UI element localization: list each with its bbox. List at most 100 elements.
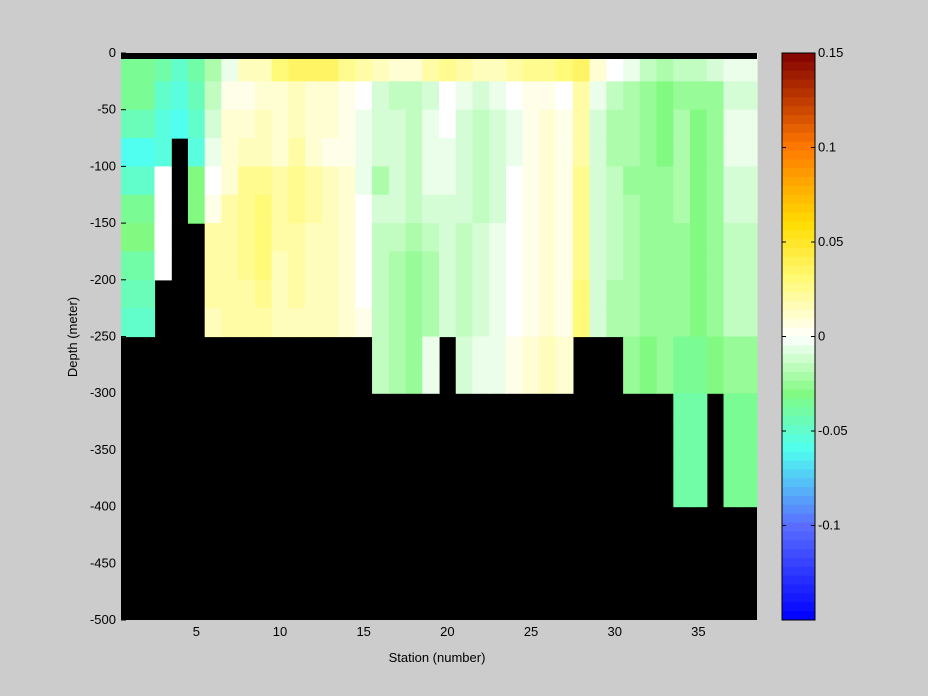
colorbar-tick-label: -0.05 xyxy=(818,423,848,438)
colorbar-band xyxy=(782,79,815,89)
y-tick-label: 0 xyxy=(109,45,116,60)
heatmap-cell xyxy=(572,81,591,111)
heatmap-cell xyxy=(254,166,273,196)
heatmap-cell xyxy=(238,279,256,309)
heatmap-cell xyxy=(522,109,541,139)
heatmap-cell xyxy=(271,279,289,309)
heatmap-cell xyxy=(137,138,156,167)
heatmap-cell xyxy=(472,279,490,309)
heatmap-cell xyxy=(572,308,591,338)
heatmap-cell xyxy=(589,53,607,82)
heatmap-cell xyxy=(355,251,373,281)
heatmap-cell xyxy=(589,223,607,253)
heatmap-cell xyxy=(221,308,239,338)
heatmap-cell xyxy=(690,166,708,196)
y-tick-label: -450 xyxy=(90,555,116,570)
heatmap-cell xyxy=(372,279,390,309)
heatmap-cell xyxy=(355,81,373,111)
heatmap-cell xyxy=(187,81,206,111)
heatmap-cell xyxy=(405,364,423,394)
heatmap-cell xyxy=(321,166,340,196)
heatmap-cell xyxy=(472,251,490,281)
heatmap-cell xyxy=(505,166,524,196)
heatmap-cell xyxy=(455,53,474,82)
x-axis-label: Station (number) xyxy=(389,650,486,665)
heatmap-cell xyxy=(137,251,156,281)
heatmap-cell xyxy=(405,194,423,224)
colorbar-band xyxy=(782,504,815,515)
colorbar-band xyxy=(782,256,815,267)
heatmap-cell xyxy=(187,53,206,82)
y-tick-label: -500 xyxy=(90,612,116,627)
heatmap-cell xyxy=(690,53,708,82)
heatmap-cell xyxy=(472,166,490,196)
heatmap-cell xyxy=(321,53,340,82)
heatmap-cell xyxy=(723,478,741,508)
heatmap-cell xyxy=(221,166,239,196)
heatmap-cell xyxy=(639,53,658,82)
heatmap-cell xyxy=(338,53,356,82)
heatmap-cell xyxy=(623,166,641,196)
heatmap-cell xyxy=(422,251,440,281)
heatmap-cell xyxy=(439,138,457,167)
colorbar-band xyxy=(782,106,815,116)
heatmap-cell xyxy=(606,81,624,111)
colorbar-band xyxy=(782,549,815,559)
heatmap-cell xyxy=(740,449,758,479)
heatmap-cell xyxy=(639,336,658,366)
heatmap-cell xyxy=(372,138,390,167)
x-tick-label: 5 xyxy=(193,624,200,639)
heatmap-cell xyxy=(673,53,691,82)
heatmap-cell xyxy=(589,194,607,224)
heatmap-cell xyxy=(305,194,323,224)
colorbar-band xyxy=(782,265,815,275)
heatmap-cell xyxy=(271,308,289,338)
y-tick-label: -100 xyxy=(90,158,116,173)
y-tick-label: -300 xyxy=(90,385,116,400)
heatmap-cell xyxy=(556,81,574,111)
heatmap-cell xyxy=(254,223,273,253)
colorbar-tick-label: -0.1 xyxy=(818,518,840,533)
heatmap-cell xyxy=(673,251,691,281)
colorbar-band xyxy=(782,212,815,222)
colorbar-band xyxy=(782,425,815,435)
heatmap-cell xyxy=(355,166,373,196)
heatmap-cell xyxy=(723,393,741,423)
heatmap-cell xyxy=(639,194,658,224)
heatmap-cell xyxy=(137,279,156,309)
heatmap-cell xyxy=(121,166,139,196)
heatmap-cell xyxy=(422,308,440,338)
heatmap-cell xyxy=(137,81,156,111)
heatmap-cell xyxy=(556,308,574,338)
heatmap-cell xyxy=(305,279,323,309)
heatmap-cell xyxy=(572,53,591,82)
heatmap-cell xyxy=(221,223,239,253)
colorbar-band xyxy=(782,584,815,594)
colorbar-band xyxy=(782,407,815,417)
x-tick-label: 35 xyxy=(691,624,705,639)
heatmap-cell xyxy=(472,53,490,82)
heatmap-cell xyxy=(221,53,239,82)
heatmap-cell xyxy=(271,166,289,196)
heatmap-cell xyxy=(121,279,139,309)
heatmap-cell xyxy=(121,109,139,139)
heatmap-cell xyxy=(305,251,323,281)
heatmap-cell xyxy=(204,109,223,139)
heatmap-cell xyxy=(522,251,541,281)
heatmap-cell xyxy=(656,194,674,224)
heatmap-cell xyxy=(288,279,306,309)
heatmap-cell xyxy=(740,421,758,451)
heatmap-cell xyxy=(321,138,340,167)
heatmap-cell xyxy=(372,53,390,82)
heatmap-cell xyxy=(439,223,457,253)
heatmap-cell xyxy=(388,251,407,281)
heatmap-cell xyxy=(455,194,474,224)
heatmap-cell xyxy=(338,109,356,139)
colorbar-band xyxy=(782,451,815,462)
colorbar-band xyxy=(782,274,815,284)
heatmap-cell xyxy=(673,194,691,224)
colorbar-band xyxy=(782,416,815,426)
heatmap-cell xyxy=(472,223,490,253)
heatmap-cell xyxy=(539,308,557,338)
heatmap-cell xyxy=(288,109,306,139)
